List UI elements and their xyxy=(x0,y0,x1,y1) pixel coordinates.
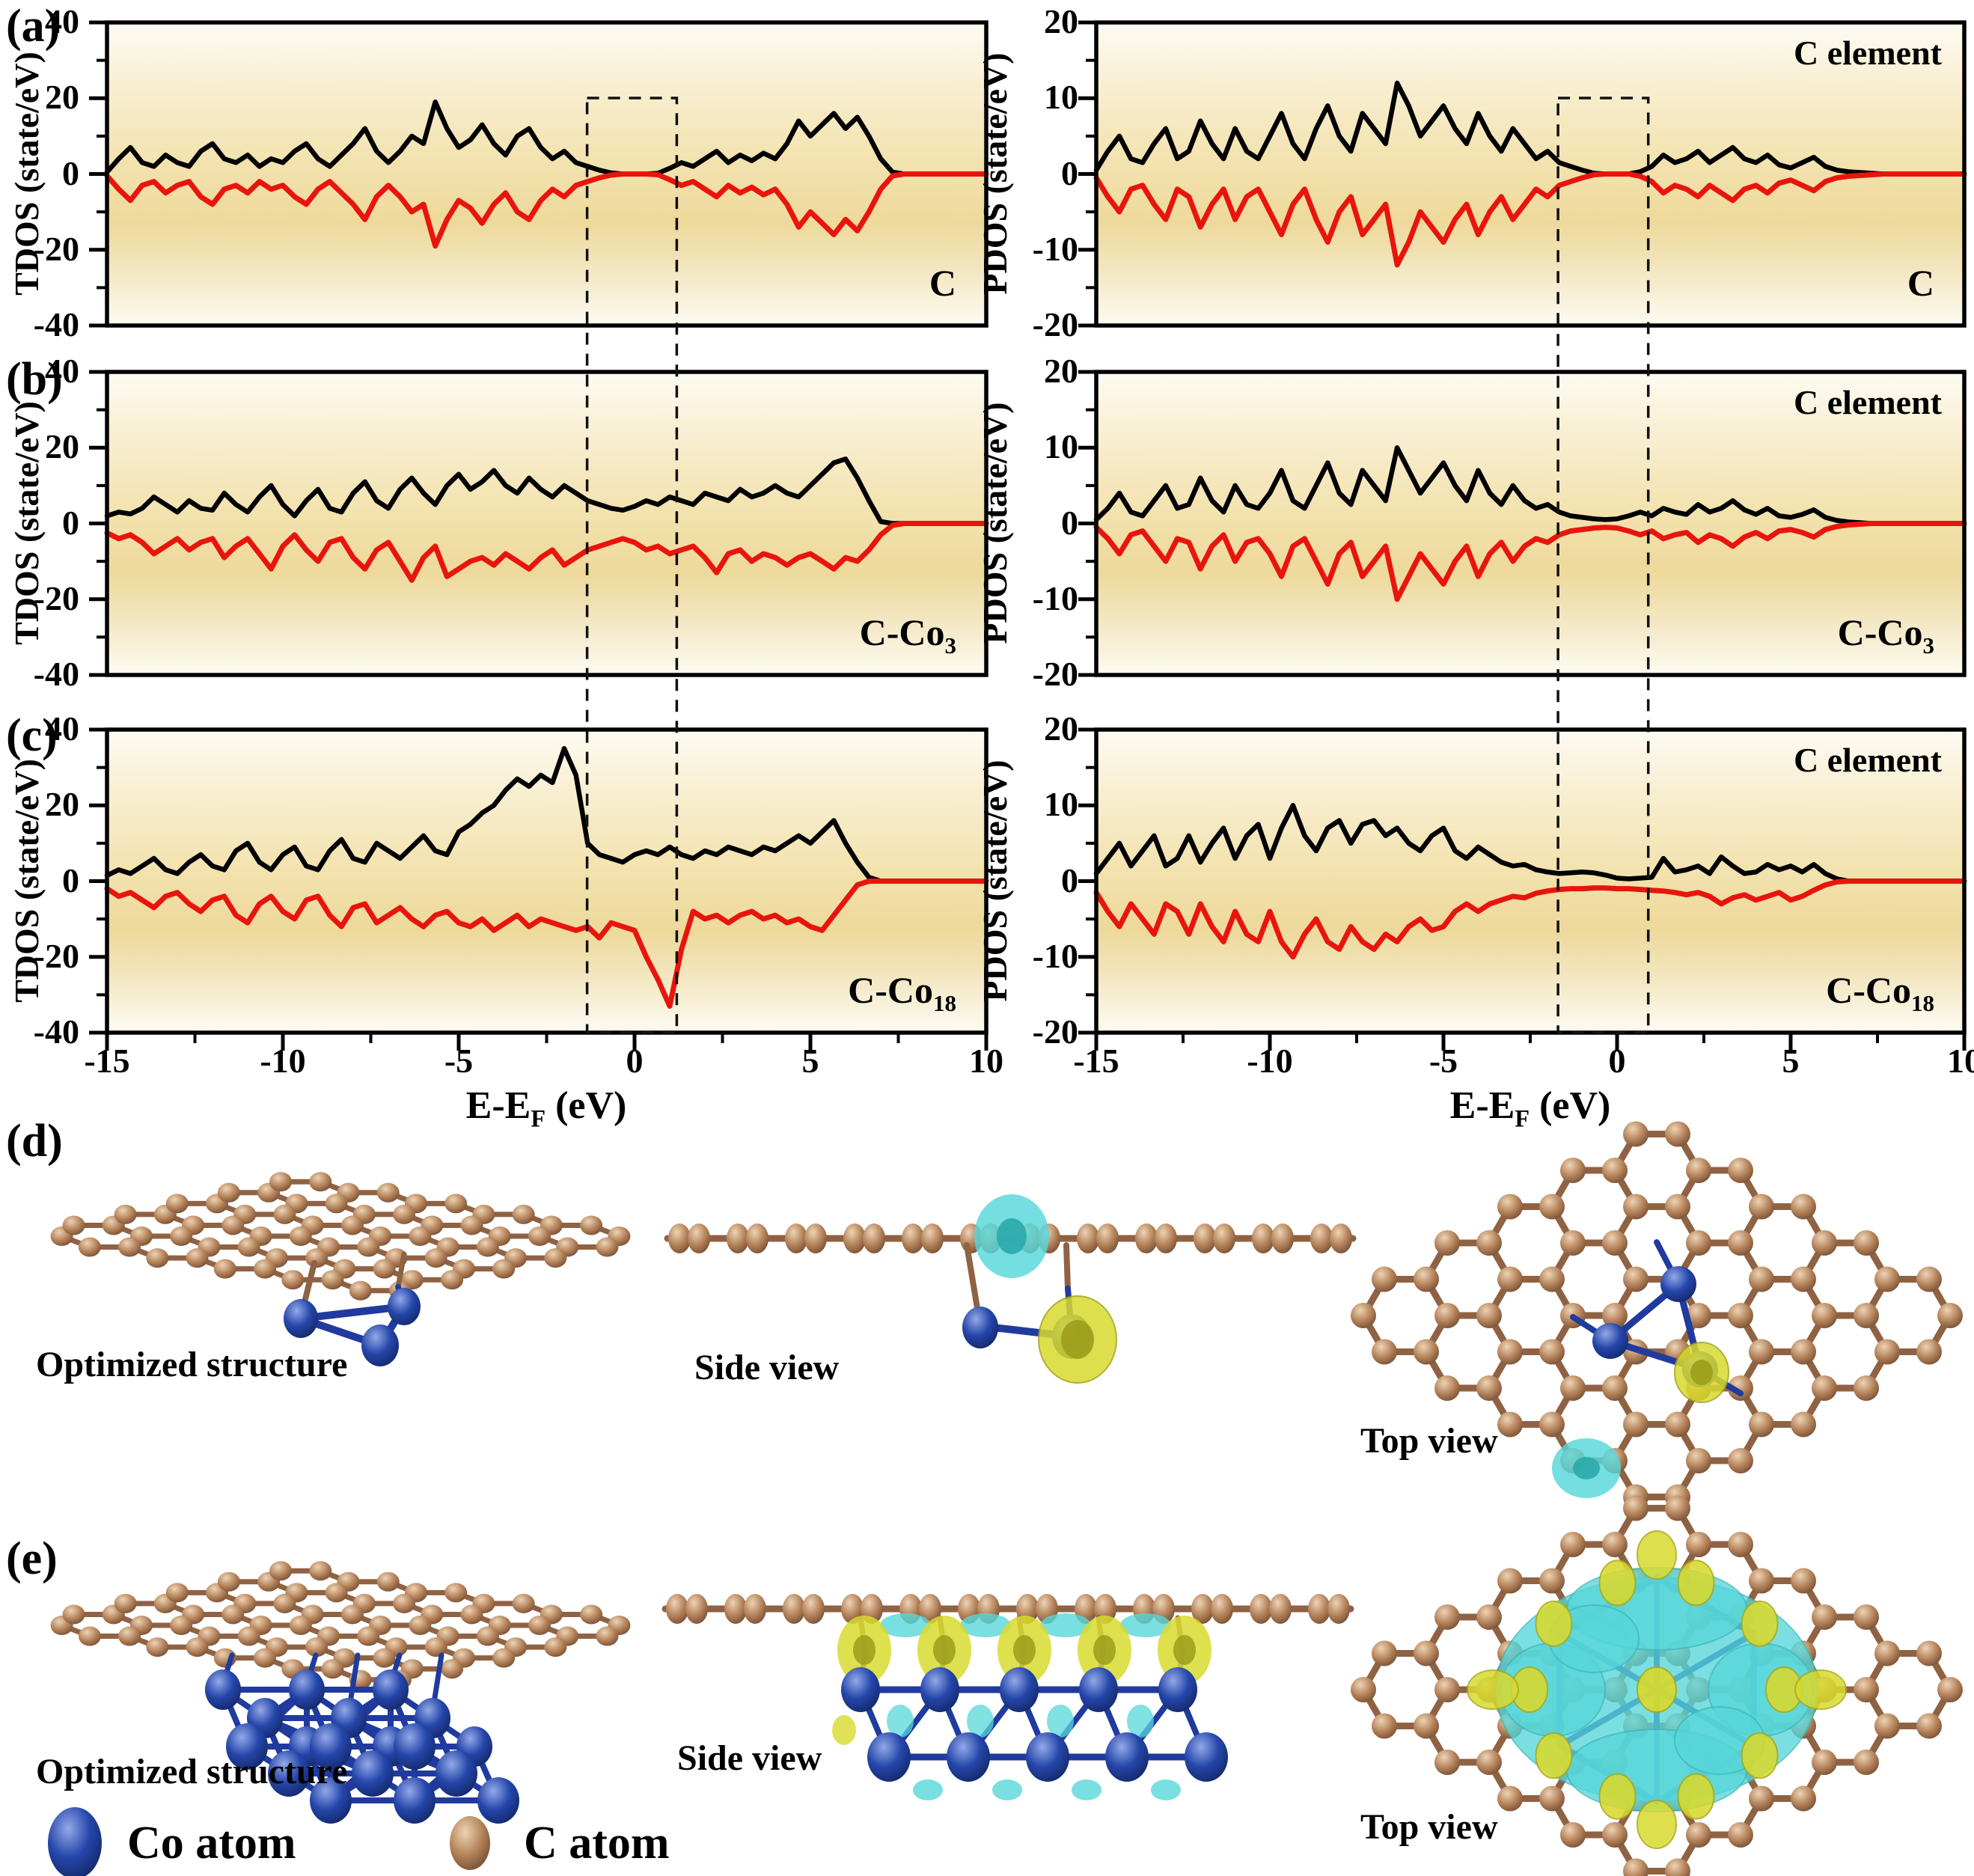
caption-d-side: Side view xyxy=(694,1348,840,1387)
tick-label: 10 xyxy=(1044,427,1078,466)
tick-label: 40 xyxy=(45,709,79,748)
tick-label: -20 xyxy=(1032,305,1078,343)
corner-label-c: C element xyxy=(1794,741,1942,779)
tick-label: 0 xyxy=(1061,861,1078,899)
tick-label: 0 xyxy=(62,153,79,192)
tick-label: 20 xyxy=(45,427,79,466)
system-label-tdos-c: C-Co18 xyxy=(672,968,956,1017)
x-axis-title-unit: (eV) xyxy=(1530,1084,1611,1127)
tick-label: -5 xyxy=(1428,1042,1458,1080)
tick-label: -20 xyxy=(33,578,79,617)
system-label-text: C-Co xyxy=(1826,969,1911,1011)
tick-label: 20 xyxy=(1044,709,1078,748)
caption-e-side: Side view xyxy=(677,1738,822,1778)
corner-label-a: C element xyxy=(1794,34,1942,72)
system-label-sub: 3 xyxy=(1922,632,1935,659)
system-label-pdos-a: C xyxy=(1650,261,1934,310)
tick-label: -10 xyxy=(1032,578,1078,617)
tick-label: -10 xyxy=(1032,229,1078,268)
dos-charts-canvas xyxy=(89,20,1967,1051)
tick-label: 5 xyxy=(1782,1042,1800,1080)
tick-label: 0 xyxy=(62,503,79,542)
panel-letter-a: (a) xyxy=(6,1,61,52)
tick-label: 0 xyxy=(62,861,79,899)
tick-label: -20 xyxy=(1032,655,1078,693)
x-axis-title-text: E-E xyxy=(1449,1084,1515,1127)
tick-label: 20 xyxy=(1044,352,1078,390)
system-label-pdos-b: C-Co3 xyxy=(1650,611,1934,659)
x-axis-title-right: E-EF (eV) xyxy=(1343,1084,1717,1132)
tick-label: 0 xyxy=(1061,503,1078,542)
panel-letter-e: (e) xyxy=(6,1533,58,1584)
system-label-text: C-Co xyxy=(859,611,945,653)
tick-label: -40 xyxy=(33,1012,79,1051)
system-label-text: C-Co xyxy=(1837,611,1923,653)
x-axis-title-left: E-EF (eV) xyxy=(359,1084,733,1132)
pdos-axis-label-b: PDOS (state/eV) xyxy=(976,402,1014,644)
tick-label: 0 xyxy=(626,1042,644,1080)
caption-d-top: Top view xyxy=(1360,1421,1498,1461)
caption-e-optimized: Optimized structure xyxy=(36,1752,348,1791)
tick-label: -10 xyxy=(260,1042,306,1080)
caption-d-optimized: Optimized structure xyxy=(36,1345,348,1384)
pdos-axis-label-a: PDOS (state/eV) xyxy=(976,52,1014,295)
legend-co-atom-label: Co atom xyxy=(127,1818,296,1869)
panel-letter-c: (c) xyxy=(6,710,58,761)
tick-label: -40 xyxy=(33,655,79,693)
tick-label: 40 xyxy=(45,2,79,40)
system-label-sub: 3 xyxy=(944,632,957,659)
caption-e-top: Top view xyxy=(1360,1807,1498,1847)
tick-label: 0 xyxy=(1061,153,1078,192)
tick-label: -10 xyxy=(1032,936,1078,975)
tick-label: -40 xyxy=(33,305,79,343)
system-label-pdos-c: C-Co18 xyxy=(1650,968,1934,1017)
tick-label: -15 xyxy=(84,1042,130,1080)
panel-letter-d: (d) xyxy=(6,1116,63,1167)
tick-label: 10 xyxy=(1044,78,1078,117)
tick-label: 10 xyxy=(969,1042,1003,1080)
tick-label: 20 xyxy=(45,78,79,117)
x-axis-title-sub: F xyxy=(1515,1104,1530,1132)
system-label-tdos-b: C-Co3 xyxy=(672,611,956,659)
legend-c-atom-label: C atom xyxy=(524,1818,670,1869)
system-label-tdos-a: C xyxy=(672,261,956,310)
system-label-text: C xyxy=(1907,262,1934,304)
x-axis-title-sub: F xyxy=(531,1104,546,1132)
tick-label: -20 xyxy=(1032,1012,1078,1051)
corner-label-b: C element xyxy=(1794,383,1942,421)
tick-label: 10 xyxy=(1044,785,1078,824)
system-label-sub: 18 xyxy=(1911,990,1934,1016)
tick-label: 20 xyxy=(45,785,79,824)
tick-label: -20 xyxy=(33,229,79,268)
tick-label: -10 xyxy=(1247,1042,1293,1080)
tick-label: -20 xyxy=(33,936,79,975)
panel-letter-b: (b) xyxy=(6,354,63,405)
x-axis-title-text: E-E xyxy=(465,1084,531,1127)
pdos-axis-label-c: PDOS (state/eV) xyxy=(976,760,1014,1002)
tick-label: 20 xyxy=(1044,2,1078,40)
tick-label: 0 xyxy=(1608,1042,1626,1080)
tick-label: 40 xyxy=(45,352,79,390)
tick-label: -15 xyxy=(1073,1042,1119,1080)
x-axis-title-unit: (eV) xyxy=(546,1084,627,1127)
tick-label: 10 xyxy=(1947,1042,1974,1080)
system-label-text: C xyxy=(929,262,956,304)
system-label-sub: 18 xyxy=(933,990,956,1016)
tick-label: -5 xyxy=(444,1042,474,1080)
system-label-text: C-Co xyxy=(848,969,933,1011)
tick-label: 5 xyxy=(801,1042,819,1080)
